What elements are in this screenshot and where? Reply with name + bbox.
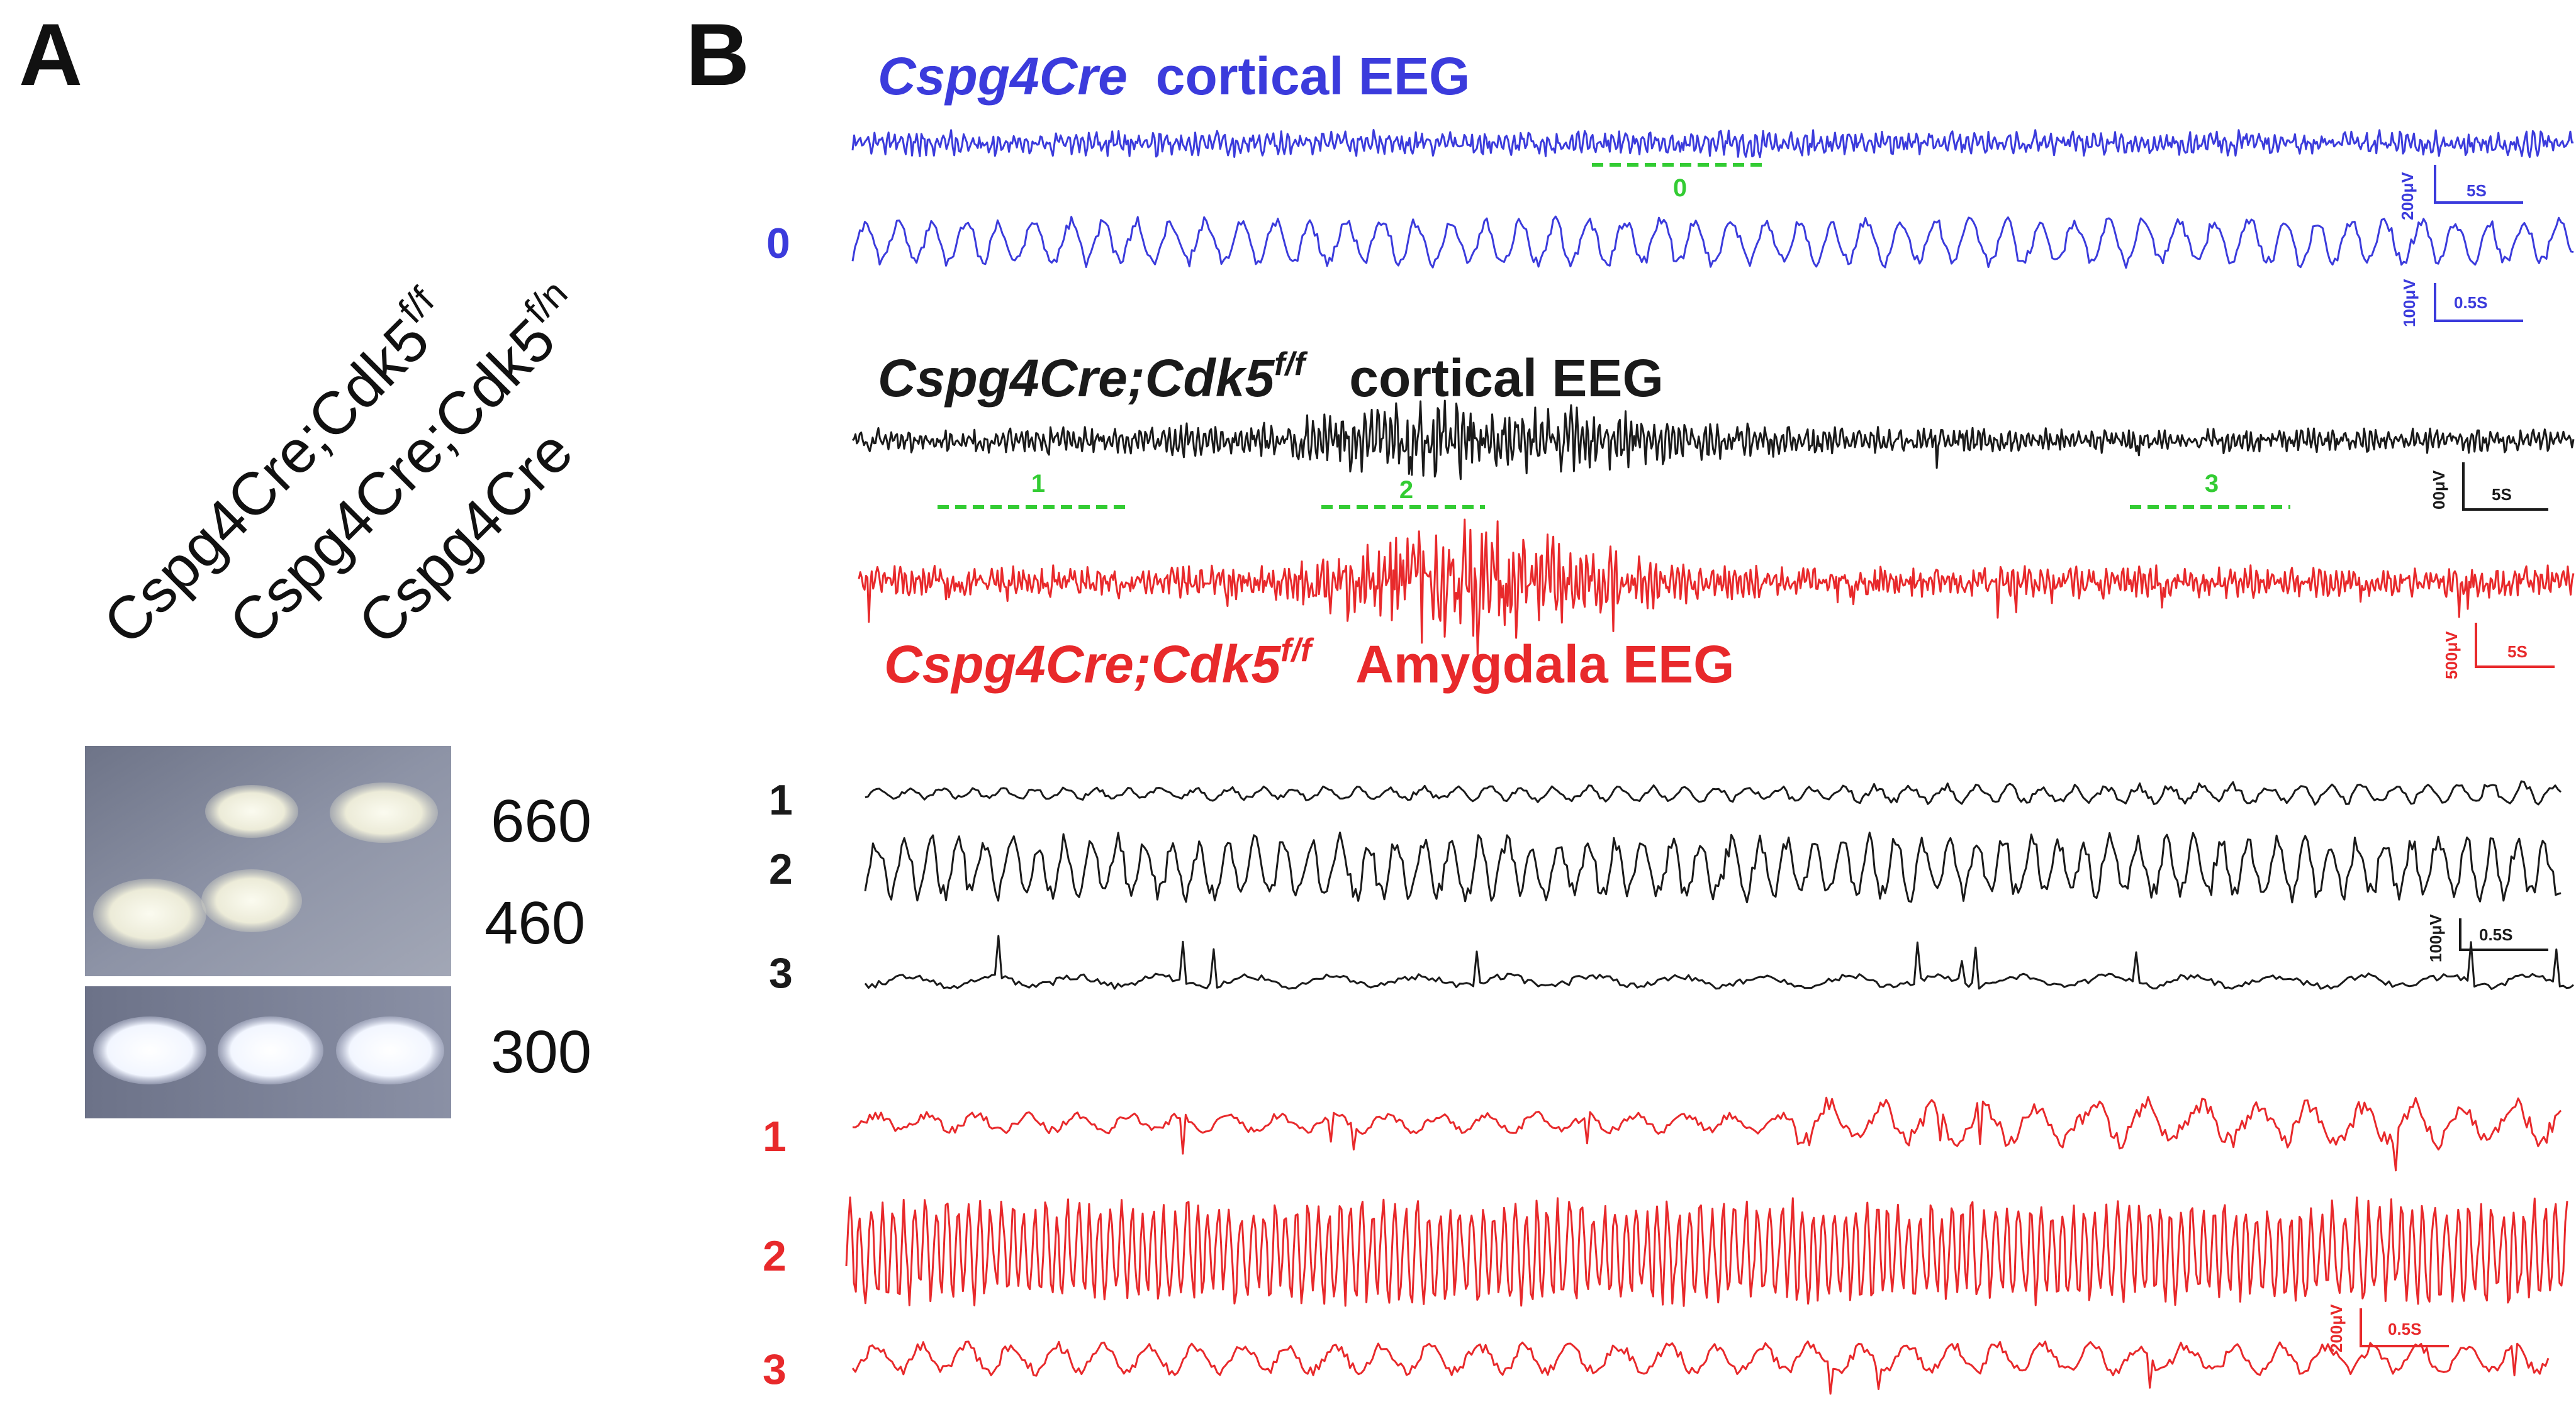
scale-time-label: 0.5S bbox=[2388, 1320, 2422, 1339]
scale-bar-cortical-expanded: 100μV 0.5S bbox=[2426, 914, 2548, 962]
eeg-trace-mutant-amygdala-overview bbox=[858, 518, 2575, 657]
segment-markers: 0 1 2 3 bbox=[938, 163, 2290, 509]
control-cortical-title: Cspg4Cre cortical EEG bbox=[878, 47, 1470, 106]
expanded-label-red-1: 1 bbox=[763, 1113, 787, 1161]
gel-band-lane1-460 bbox=[93, 879, 206, 949]
scale-bar-control-overview: 200μV 5S bbox=[2398, 165, 2523, 220]
mutant-amygdala-title: Cspg4Cre;Cdk5f/f Amygdala EEG bbox=[884, 632, 1734, 694]
gel-band-lane2-460 bbox=[201, 869, 302, 932]
gel-lower bbox=[85, 986, 451, 1118]
lane-labels: Cspg4Cre;Cdk5f/f Cspg4Cre;Cdk5f/n Cspg4C… bbox=[91, 272, 585, 657]
eeg-trace-control-cortical-segment-0 bbox=[851, 215, 2574, 269]
scale-bar-control-expanded: 100μV 0.5S bbox=[2400, 279, 2523, 327]
segment-label-0: 0 bbox=[1673, 174, 1687, 202]
scale-amp-label: 500μV bbox=[2442, 631, 2461, 679]
expanded-label-black-2: 2 bbox=[769, 845, 793, 893]
expanded-label-red-2: 2 bbox=[763, 1232, 787, 1280]
size-label-660: 660 bbox=[491, 788, 591, 855]
scale-time-label: 5S bbox=[2467, 181, 2487, 200]
eeg-trace-cortical-segment-1 bbox=[865, 780, 2562, 806]
gel-upper bbox=[85, 746, 451, 976]
scale-amp-label: 00μV bbox=[2429, 470, 2448, 509]
scale-time-label: 0.5S bbox=[2454, 293, 2488, 312]
segment-label-3: 3 bbox=[2205, 470, 2219, 498]
size-label-300: 300 bbox=[491, 1018, 591, 1086]
scale-time-label: 5S bbox=[2492, 485, 2512, 504]
eeg-trace-control-cortical-overview bbox=[851, 129, 2574, 159]
scale-bar-mutant-amygdala: 500μV 5S bbox=[2442, 623, 2555, 679]
scale-time-label: 5S bbox=[2507, 642, 2528, 661]
scale-bar-mutant-cortical: 00μV 5S bbox=[2429, 462, 2548, 511]
scale-amp-label: 100μV bbox=[2426, 914, 2445, 962]
eeg-trace-cortical-segment-2 bbox=[864, 832, 2562, 904]
eeg-trace-amygdala-segment-1 bbox=[852, 1096, 2562, 1172]
panel-b-letter: B bbox=[686, 5, 749, 104]
scale-time-label: 0.5S bbox=[2479, 925, 2513, 944]
eeg-trace-mutant-cortical-overview bbox=[851, 399, 2575, 481]
control-expanded-label: 0 bbox=[766, 220, 790, 267]
eeg-trace-amygdala-segment-3 bbox=[851, 1340, 2550, 1395]
scale-amp-label: 200μV bbox=[2327, 1304, 2346, 1352]
scale-amp-label: 200μV bbox=[2398, 172, 2417, 220]
mutant-cortical-title: Cspg4Cre;Cdk5f/f cortical EEG bbox=[878, 346, 1664, 408]
scale-amp-label: 100μV bbox=[2400, 279, 2419, 327]
segment-label-1: 1 bbox=[1031, 470, 1045, 498]
gel-band-lane3-300 bbox=[336, 1016, 444, 1084]
gel-band-lane1-300 bbox=[93, 1016, 206, 1084]
eeg-trace-cortical-segment-3 bbox=[864, 935, 2574, 990]
gel-band-lane2-660 bbox=[205, 785, 298, 838]
gel-band-lane2-300 bbox=[218, 1016, 323, 1084]
size-label-460: 460 bbox=[484, 889, 585, 957]
eeg-trace-amygdala-segment-2 bbox=[845, 1196, 2568, 1307]
expanded-label-black-3: 3 bbox=[769, 949, 793, 997]
scale-bar-amygdala-expanded: 200μV 0.5S bbox=[2327, 1304, 2449, 1352]
panel-a-letter: A bbox=[19, 5, 82, 104]
expanded-label-red-3: 3 bbox=[763, 1345, 787, 1393]
expanded-label-black-1: 1 bbox=[769, 776, 793, 824]
gel-band-lane3-660 bbox=[330, 782, 438, 843]
segment-label-2: 2 bbox=[1399, 476, 1413, 504]
